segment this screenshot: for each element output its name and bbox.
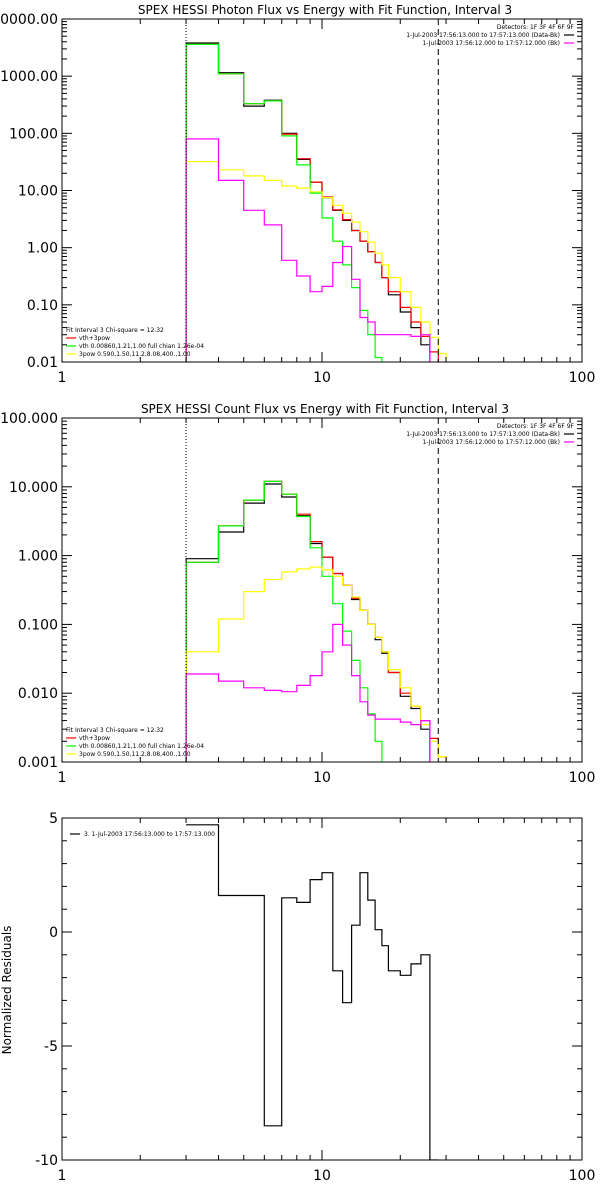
legend-entry: vth 0.00860,1.21,1.00 full chian 1.26e-0… [79, 743, 204, 750]
x-tick-label: 100 [569, 370, 596, 386]
legend-entry: 3pow 0.590,1.50,11.2,8.08,400.,1.00 [79, 351, 191, 358]
plot-frame [61, 817, 583, 1161]
x-tick-label: 10 [313, 770, 331, 786]
y-tick-label: 0.10 [27, 298, 58, 314]
plot-area [185, 42, 447, 362]
y-tick-label: 100.00 [9, 126, 58, 142]
count-flux-panel: SPEX HESSI Count Flux vs Energy with Fit… [0, 402, 596, 786]
legend-entry: 1-Jul-2003 17:56:13.000 to 17:57:13.000 … [406, 32, 560, 39]
series-line-3 [185, 161, 447, 362]
plot-area [185, 480, 447, 762]
series-line-0 [186, 824, 439, 1160]
y-tick-label: 10000.00 [0, 12, 58, 28]
legend-entry: 1-Jul-2003 17:56:12.000 to 17:57:12.000 … [422, 40, 560, 47]
legend-entry: vth+3pow [79, 335, 110, 342]
x-tick-label: 10 [313, 370, 331, 386]
series-line-0 [185, 483, 431, 762]
photon-flux-panel: SPEX HESSI Photon Flux vs Energy with Fi… [0, 3, 596, 386]
y-tick-label: 1.000 [18, 549, 58, 565]
x-tick-label: 100 [569, 770, 596, 786]
count-flux-title: SPEX HESSI Count Flux vs Energy with Fit… [141, 402, 509, 416]
y-tick-label: -10 [35, 1153, 58, 1169]
residuals-ylabel: Normalized Residuals [0, 926, 14, 1055]
x-tick-label: 10 [313, 1168, 331, 1184]
series-line-4 [185, 623, 431, 762]
series-line-3 [185, 566, 447, 762]
residuals-panel: Normalized Residuals 1 10 100 -10 -5 0 5 3. 1-J… [0, 811, 595, 1184]
legend-entry: vth 0.00860,1.21,1.00 full chian 1.26e-0… [79, 343, 204, 350]
x-tick-label: 1 [58, 1168, 67, 1184]
series-line-2 [185, 43, 383, 362]
legend-entry: 1-Jul-2003 17:56:12.000 to 17:57:12.000 … [422, 439, 560, 446]
x-tick-label: 1 [58, 370, 67, 386]
y-tick-label: 0.001 [18, 755, 58, 771]
legend-entry: 1-Jul-2003 17:56:13.000 to 17:57:13.000 … [406, 431, 560, 438]
series-line-4 [185, 138, 431, 362]
plot-frame [61, 417, 583, 763]
plot-area [186, 824, 439, 1160]
y-tick-label: 10.00 [18, 184, 58, 200]
series-line-1 [185, 480, 447, 762]
legend-entry: Fit Interval 3 Chi-square = 12.32 [66, 327, 164, 334]
series-line-1 [185, 43, 439, 362]
legend-entry: vth+3pow [79, 735, 110, 742]
photon-flux-title: SPEX HESSI Photon Flux vs Energy with Fi… [138, 3, 512, 17]
y-tick-label: 10.000 [9, 480, 58, 496]
series-line-0 [185, 42, 431, 362]
legend-entry: 3pow 0.590,1.50,11.2,8.08,400.,1.00 [79, 751, 191, 758]
x-tick-label: 1 [58, 770, 67, 786]
series-line-2 [185, 480, 383, 762]
y-tick-label: 1000.00 [0, 69, 58, 85]
y-tick-label: 5 [49, 811, 58, 827]
legend-entry: Fit Interval 3 Chi-square = 12.32 [66, 727, 164, 734]
y-tick-label: 1.00 [27, 241, 58, 257]
legend-entry: Detectors: 1F 3F 4F 6F 9F [497, 24, 575, 31]
x-tick-label: 100 [569, 1168, 596, 1184]
y-tick-label: 0 [49, 925, 58, 941]
legend-entry: 3. 1-Jul-2003 17:56:13.000 to 17:57:13.0… [84, 831, 215, 838]
y-tick-label: 0.010 [18, 686, 58, 702]
y-tick-label: 0.100 [18, 617, 58, 633]
y-tick-label: 0.01 [27, 355, 58, 371]
legend-entry: Detectors: 1F 3F 4F 6F 9F [497, 423, 575, 430]
y-tick-label: 100.000 [0, 411, 58, 427]
y-tick-label: -5 [44, 1039, 58, 1055]
